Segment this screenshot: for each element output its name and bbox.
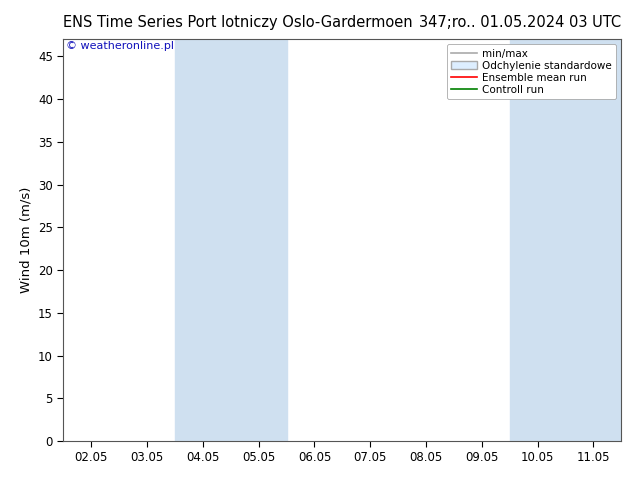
Y-axis label: Wind 10m (m/s): Wind 10m (m/s) <box>20 187 32 294</box>
Text: © weatheronline.pl: © weatheronline.pl <box>66 41 174 51</box>
Bar <box>175 39 287 441</box>
Bar <box>510 39 621 441</box>
Text: ENS Time Series Port lotniczy Oslo-Gardermoen: ENS Time Series Port lotniczy Oslo-Garde… <box>63 15 413 30</box>
Legend: min/max, Odchylenie standardowe, Ensemble mean run, Controll run: min/max, Odchylenie standardowe, Ensembl… <box>447 45 616 99</box>
Text: 347;ro.. 01.05.2024 03 UTC: 347;ro.. 01.05.2024 03 UTC <box>419 15 621 30</box>
